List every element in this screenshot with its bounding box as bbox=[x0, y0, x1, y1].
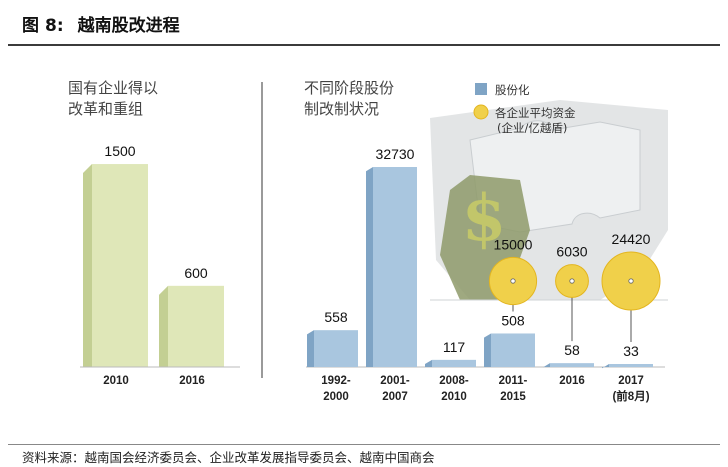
right-category-label: 2011- bbox=[499, 375, 528, 387]
right-bar-value: 117 bbox=[443, 339, 466, 355]
right-bar bbox=[609, 364, 653, 367]
legend-bar-label: 股份化 bbox=[495, 83, 530, 97]
left-panel-title-line1: 国有企业得以 bbox=[68, 79, 158, 97]
right-bar bbox=[314, 330, 358, 367]
right-bar-value: 558 bbox=[324, 309, 348, 325]
bubble-value: 24420 bbox=[612, 231, 651, 247]
bubble-center-dot bbox=[628, 278, 634, 284]
right-bar-side bbox=[484, 333, 491, 367]
left-bar-side bbox=[159, 285, 168, 367]
left-bar bbox=[92, 164, 148, 367]
right-category-label: 2000 bbox=[323, 391, 349, 403]
left-panel-title-line2: 改革和重组 bbox=[68, 100, 143, 118]
right-bar bbox=[373, 167, 417, 367]
legend-bubble-swatch bbox=[473, 104, 489, 120]
right-category-label: 2007 bbox=[382, 391, 408, 403]
left-bar bbox=[168, 285, 224, 367]
right-bar-value: 508 bbox=[501, 312, 525, 328]
right-panel-title-line2: 制改制状况 bbox=[304, 100, 379, 118]
right-panel-title-line1: 不同阶段股份 bbox=[304, 79, 394, 97]
right-category-label: 2001- bbox=[380, 375, 410, 387]
left-panel: 国有企业得以 改革和重组 1500 2010 600 2016 bbox=[68, 79, 240, 387]
right-category-label: 2010 bbox=[441, 391, 467, 403]
legend-bubble-sublabel: (企业/亿越盾) bbox=[497, 121, 567, 135]
right-bar-side bbox=[425, 359, 432, 367]
right-bar-side bbox=[307, 330, 314, 367]
left-bar-value: 1500 bbox=[104, 143, 135, 159]
legend-bubble-label: 各企业平均资金 bbox=[495, 106, 576, 120]
right-bar bbox=[491, 333, 535, 367]
figure-label: 图 bbox=[22, 16, 39, 36]
left-bar-value: 600 bbox=[184, 265, 208, 281]
chart-canvas: $ 国有企业得以 改革和重组 1500 2010 600 2016 不同阶段股份 制改… bbox=[68, 79, 668, 403]
right-category-label: (前8月) bbox=[612, 389, 649, 403]
source-note: 资料来源：越南国会经济委员会、企业改革发展指导委员会、越南中国商会 bbox=[22, 450, 435, 465]
bubble-value: 15000 bbox=[494, 236, 533, 252]
right-bar-value: 33 bbox=[623, 343, 639, 359]
bubble-center-dot bbox=[510, 278, 516, 284]
left-category-label: 2010 bbox=[103, 375, 129, 387]
right-bar-value: 58 bbox=[564, 342, 580, 358]
right-bar-side bbox=[602, 364, 609, 369]
right-category-label: 1992- bbox=[321, 375, 351, 387]
title-rule bbox=[8, 44, 720, 46]
right-category-label: 2008- bbox=[439, 375, 469, 387]
right-bar-side bbox=[366, 167, 373, 367]
right-bar bbox=[550, 363, 594, 367]
right-category-label: 2017 bbox=[618, 375, 644, 387]
dollar-sign-icon: $ bbox=[462, 181, 507, 256]
bubble-center-dot bbox=[569, 278, 575, 284]
bubble-value: 6030 bbox=[556, 244, 587, 260]
right-bar bbox=[432, 359, 476, 367]
right-category-label: 2016 bbox=[559, 375, 585, 387]
source-rule bbox=[8, 444, 720, 445]
left-bar-side bbox=[83, 164, 92, 367]
right-panel: 不同阶段股份 制改制状况 558 1992- 2000 32730 2001- 2007 1… bbox=[304, 79, 665, 403]
left-category-label: 2016 bbox=[179, 375, 205, 387]
figure-title-text: 越南股改进程 bbox=[77, 16, 180, 36]
right-bar-value: 32730 bbox=[376, 146, 415, 162]
legend-bar-swatch bbox=[475, 83, 487, 95]
figure-title: 图 8: 越南股改进程 bbox=[22, 8, 180, 44]
right-category-label: 2015 bbox=[500, 391, 526, 403]
legend: 股份化 各企业平均资金 (企业/亿越盾) bbox=[473, 83, 576, 135]
figure-number: 8: bbox=[45, 16, 64, 36]
right-bar-side bbox=[543, 363, 550, 368]
